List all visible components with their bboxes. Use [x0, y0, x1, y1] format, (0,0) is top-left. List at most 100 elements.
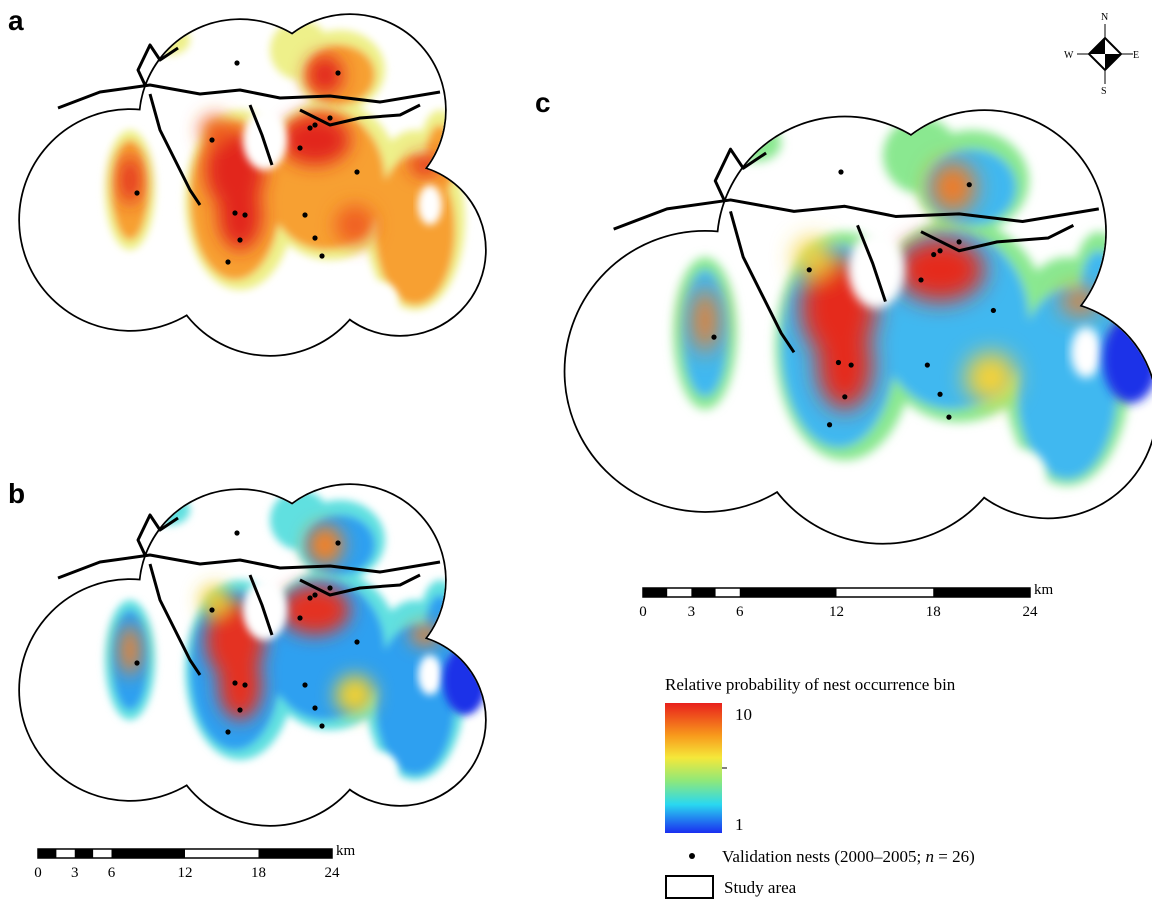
nest	[966, 182, 972, 188]
panel-label: a	[8, 5, 24, 36]
nest	[237, 707, 243, 713]
nest	[848, 362, 854, 368]
legend-title: Relative probability of nest occurrence …	[665, 675, 956, 694]
gap	[999, 450, 1046, 496]
nest	[225, 259, 231, 265]
river	[613, 198, 1100, 231]
nest	[232, 680, 238, 686]
scale-segment	[258, 849, 332, 858]
scale-label: 12	[178, 865, 193, 881]
river	[148, 93, 202, 206]
scale-label: 18	[251, 865, 266, 881]
scale-unit: km	[336, 843, 356, 859]
compass-east: E	[1133, 50, 1139, 61]
river	[713, 147, 767, 201]
nest	[312, 122, 318, 128]
scale-segment	[74, 849, 94, 858]
river	[248, 104, 274, 166]
compass-west: W	[1064, 50, 1074, 61]
nest	[209, 137, 215, 143]
river	[136, 513, 179, 556]
compass-north: N	[1101, 12, 1108, 23]
nest	[937, 248, 943, 254]
river	[856, 224, 887, 303]
legend: Relative probability of nest occurrence …	[665, 675, 975, 899]
river	[136, 43, 179, 86]
nest	[134, 190, 140, 196]
hotspot	[307, 55, 343, 95]
nest-symbol	[689, 853, 695, 859]
nest	[307, 595, 313, 601]
hotspot	[335, 205, 375, 245]
hotspot	[929, 161, 976, 213]
legend-min: 1	[735, 815, 744, 834]
nest	[327, 115, 333, 121]
hotspot	[120, 625, 140, 675]
gap	[1070, 326, 1102, 378]
nest	[354, 639, 360, 645]
scale-segment	[38, 849, 57, 858]
gap	[362, 282, 398, 318]
nest	[307, 125, 313, 131]
hotspot	[200, 585, 230, 615]
hotspot	[335, 675, 375, 715]
river	[57, 553, 441, 580]
hotspot	[218, 650, 262, 720]
nest	[711, 334, 717, 340]
hotspot	[200, 115, 230, 145]
hotspot	[794, 238, 833, 277]
nest	[302, 682, 308, 688]
scale-label: 6	[736, 604, 744, 620]
hotspot	[692, 288, 718, 353]
scale-segment	[739, 588, 837, 597]
scale-label: 0	[34, 865, 42, 881]
map-panel	[18, 483, 487, 827]
legend-study-area: Study area	[724, 878, 797, 897]
nest	[312, 705, 318, 711]
scale-bar: 0 3 6 12 18 24 km	[639, 582, 1053, 620]
hotspot	[816, 320, 873, 410]
habitat-patch	[150, 25, 190, 55]
nest	[918, 277, 924, 283]
habitat-patch	[730, 123, 782, 162]
scale-label: 12	[829, 604, 844, 620]
map-panel	[563, 109, 1152, 545]
compass: N S E W	[1064, 12, 1139, 97]
probability-surface	[673, 117, 1152, 496]
nest	[234, 530, 240, 536]
nest	[937, 391, 943, 397]
gap	[362, 752, 398, 788]
scale-bar: 0 3 6 12 18 24 km	[34, 843, 355, 881]
scale-label: 0	[639, 604, 647, 620]
nest	[209, 607, 215, 613]
nest	[242, 682, 248, 688]
nest	[826, 422, 833, 428]
map-panel	[18, 13, 487, 357]
scale-label: 6	[108, 865, 116, 881]
hotspot	[307, 525, 343, 565]
nest	[297, 615, 303, 621]
nest	[234, 60, 240, 66]
panel-label: b	[8, 478, 25, 509]
study-area-symbol	[665, 875, 714, 899]
river	[299, 103, 421, 127]
color-ramp	[665, 703, 722, 833]
nest	[134, 660, 140, 666]
compass-south: S	[1101, 86, 1107, 97]
nest	[354, 169, 360, 175]
nest	[319, 253, 325, 259]
nest	[335, 70, 341, 76]
scale-label: 3	[688, 604, 696, 620]
nest	[924, 362, 930, 368]
scale-segment	[643, 588, 668, 597]
nest	[956, 239, 962, 245]
gap	[418, 655, 442, 695]
nest	[225, 729, 231, 735]
nest	[838, 169, 844, 175]
hotspot	[218, 180, 262, 250]
hotspot	[280, 115, 350, 165]
scale-segment	[691, 588, 716, 597]
nest	[990, 307, 996, 314]
hotspot	[895, 238, 985, 302]
